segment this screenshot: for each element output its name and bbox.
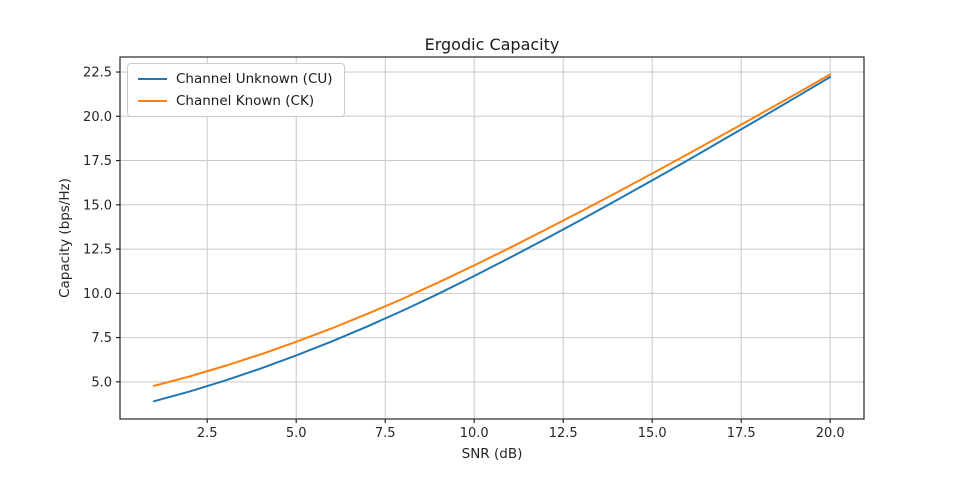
y-tick-label: 20.0 (83, 110, 112, 125)
y-tick-label: 15.0 (83, 198, 112, 213)
cu-line-swatch-icon (138, 78, 167, 81)
legend-entry-ck: Channel Known (CK) (138, 93, 333, 109)
plot-border (119, 56, 865, 420)
tick-layer: 2.5 5.0 7.5 10.0 12.5 15.0 17.5 20.0 5.0 7.5 10.0 1… (83, 66, 845, 441)
y-axis-label: Capacity (bps/Hz) (57, 178, 73, 298)
y-tick-label: 5.0 (91, 375, 112, 390)
y-tick-label: 10.0 (83, 287, 112, 302)
x-tick-label: 5.0 (286, 426, 307, 441)
series-layer (152, 73, 832, 403)
chart-title: Ergodic Capacity (425, 35, 560, 54)
y-tick-label: 7.5 (91, 331, 112, 346)
series-line-1 (152, 73, 832, 387)
x-tick-label: 10.0 (460, 426, 489, 441)
x-tick-label: 15.0 (638, 426, 667, 441)
legend: Channel Unknown (CU) Channel Known (CK) (127, 63, 345, 118)
x-axis-label: SNR (dB) (462, 446, 523, 462)
ck-line-swatch-icon (138, 100, 167, 103)
x-tick-label: 2.5 (197, 426, 218, 441)
x-tick-label: 20.0 (816, 426, 845, 441)
legend-label-ck: Channel Known (CK) (176, 93, 315, 110)
y-tick-label: 17.5 (83, 154, 112, 169)
y-tick-label: 12.5 (83, 243, 112, 258)
grid-layer (120, 57, 864, 419)
legend-label-cu: Channel Unknown (CU) (176, 71, 333, 87)
y-tick-label: 22.5 (83, 66, 112, 81)
legend-entry-cu: Channel Unknown (CU) (138, 71, 333, 87)
series-line-0 (152, 76, 832, 403)
x-tick-label: 12.5 (549, 426, 578, 441)
x-tick-label: 7.5 (375, 426, 396, 441)
x-tick-label: 17.5 (727, 426, 756, 441)
